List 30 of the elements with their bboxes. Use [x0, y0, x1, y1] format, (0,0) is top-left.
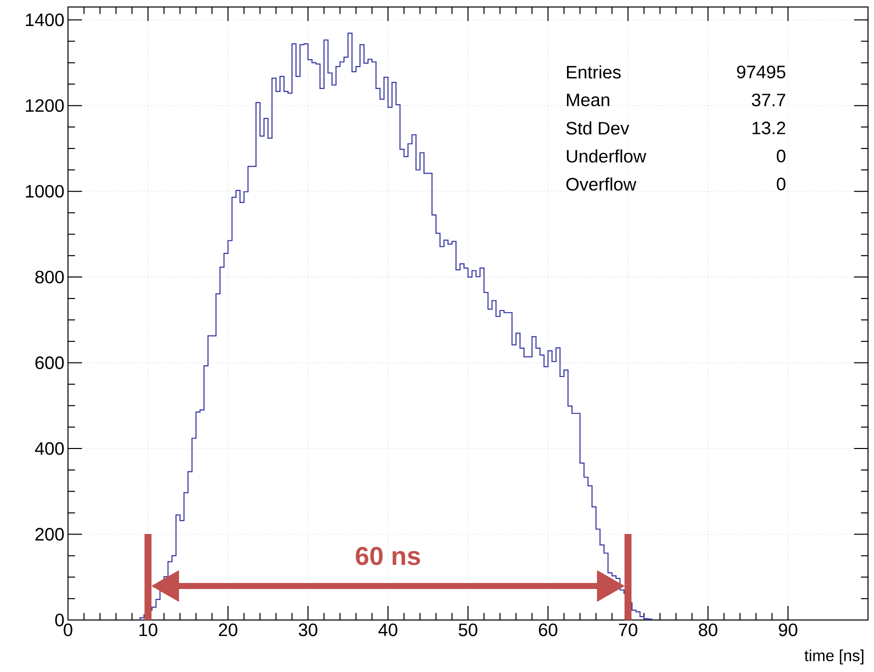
x-axis-title: time [ns] [804, 650, 864, 664]
x-tick-label: 0 [64, 624, 72, 636]
y-tick-label: 1000 [26, 184, 64, 198]
y-tick-label: 200 [35, 528, 64, 541]
annotation: 13.2 [752, 122, 786, 134]
x-tick-label: 80 [698, 624, 718, 636]
x-tick-label: 30 [298, 624, 318, 636]
annotation: 60 ns [356, 546, 420, 566]
annotation: Underflow [566, 149, 646, 163]
annotation: Overflow [566, 177, 636, 191]
annotation: Std Dev [566, 121, 630, 135]
y-tick-label: 400 [34, 442, 64, 455]
annotation: 97495 [737, 66, 786, 78]
x-tick-label: 50 [458, 624, 478, 636]
x-tick-label: 90 [778, 624, 798, 636]
x-tick-label: 60 [538, 624, 558, 636]
annotation: 0 [776, 178, 786, 190]
annotation: 37.7 [752, 94, 786, 106]
y-tick-label: 0 [55, 614, 64, 626]
x-tick-label: 70 [618, 624, 638, 636]
x-tick-label: 40 [378, 624, 398, 636]
annotation: Entries [566, 65, 621, 79]
annotation: 0 [776, 150, 786, 162]
x-tick-label: 20 [218, 624, 238, 636]
x-tick-label: 10 [139, 624, 158, 636]
annotation: Mean [566, 94, 610, 106]
y-tick-label: 800 [35, 270, 64, 284]
y-tick-label: 1200 [26, 99, 64, 112]
y-tick-label: 600 [35, 356, 64, 370]
y-tick-label: 1400 [26, 13, 64, 26]
